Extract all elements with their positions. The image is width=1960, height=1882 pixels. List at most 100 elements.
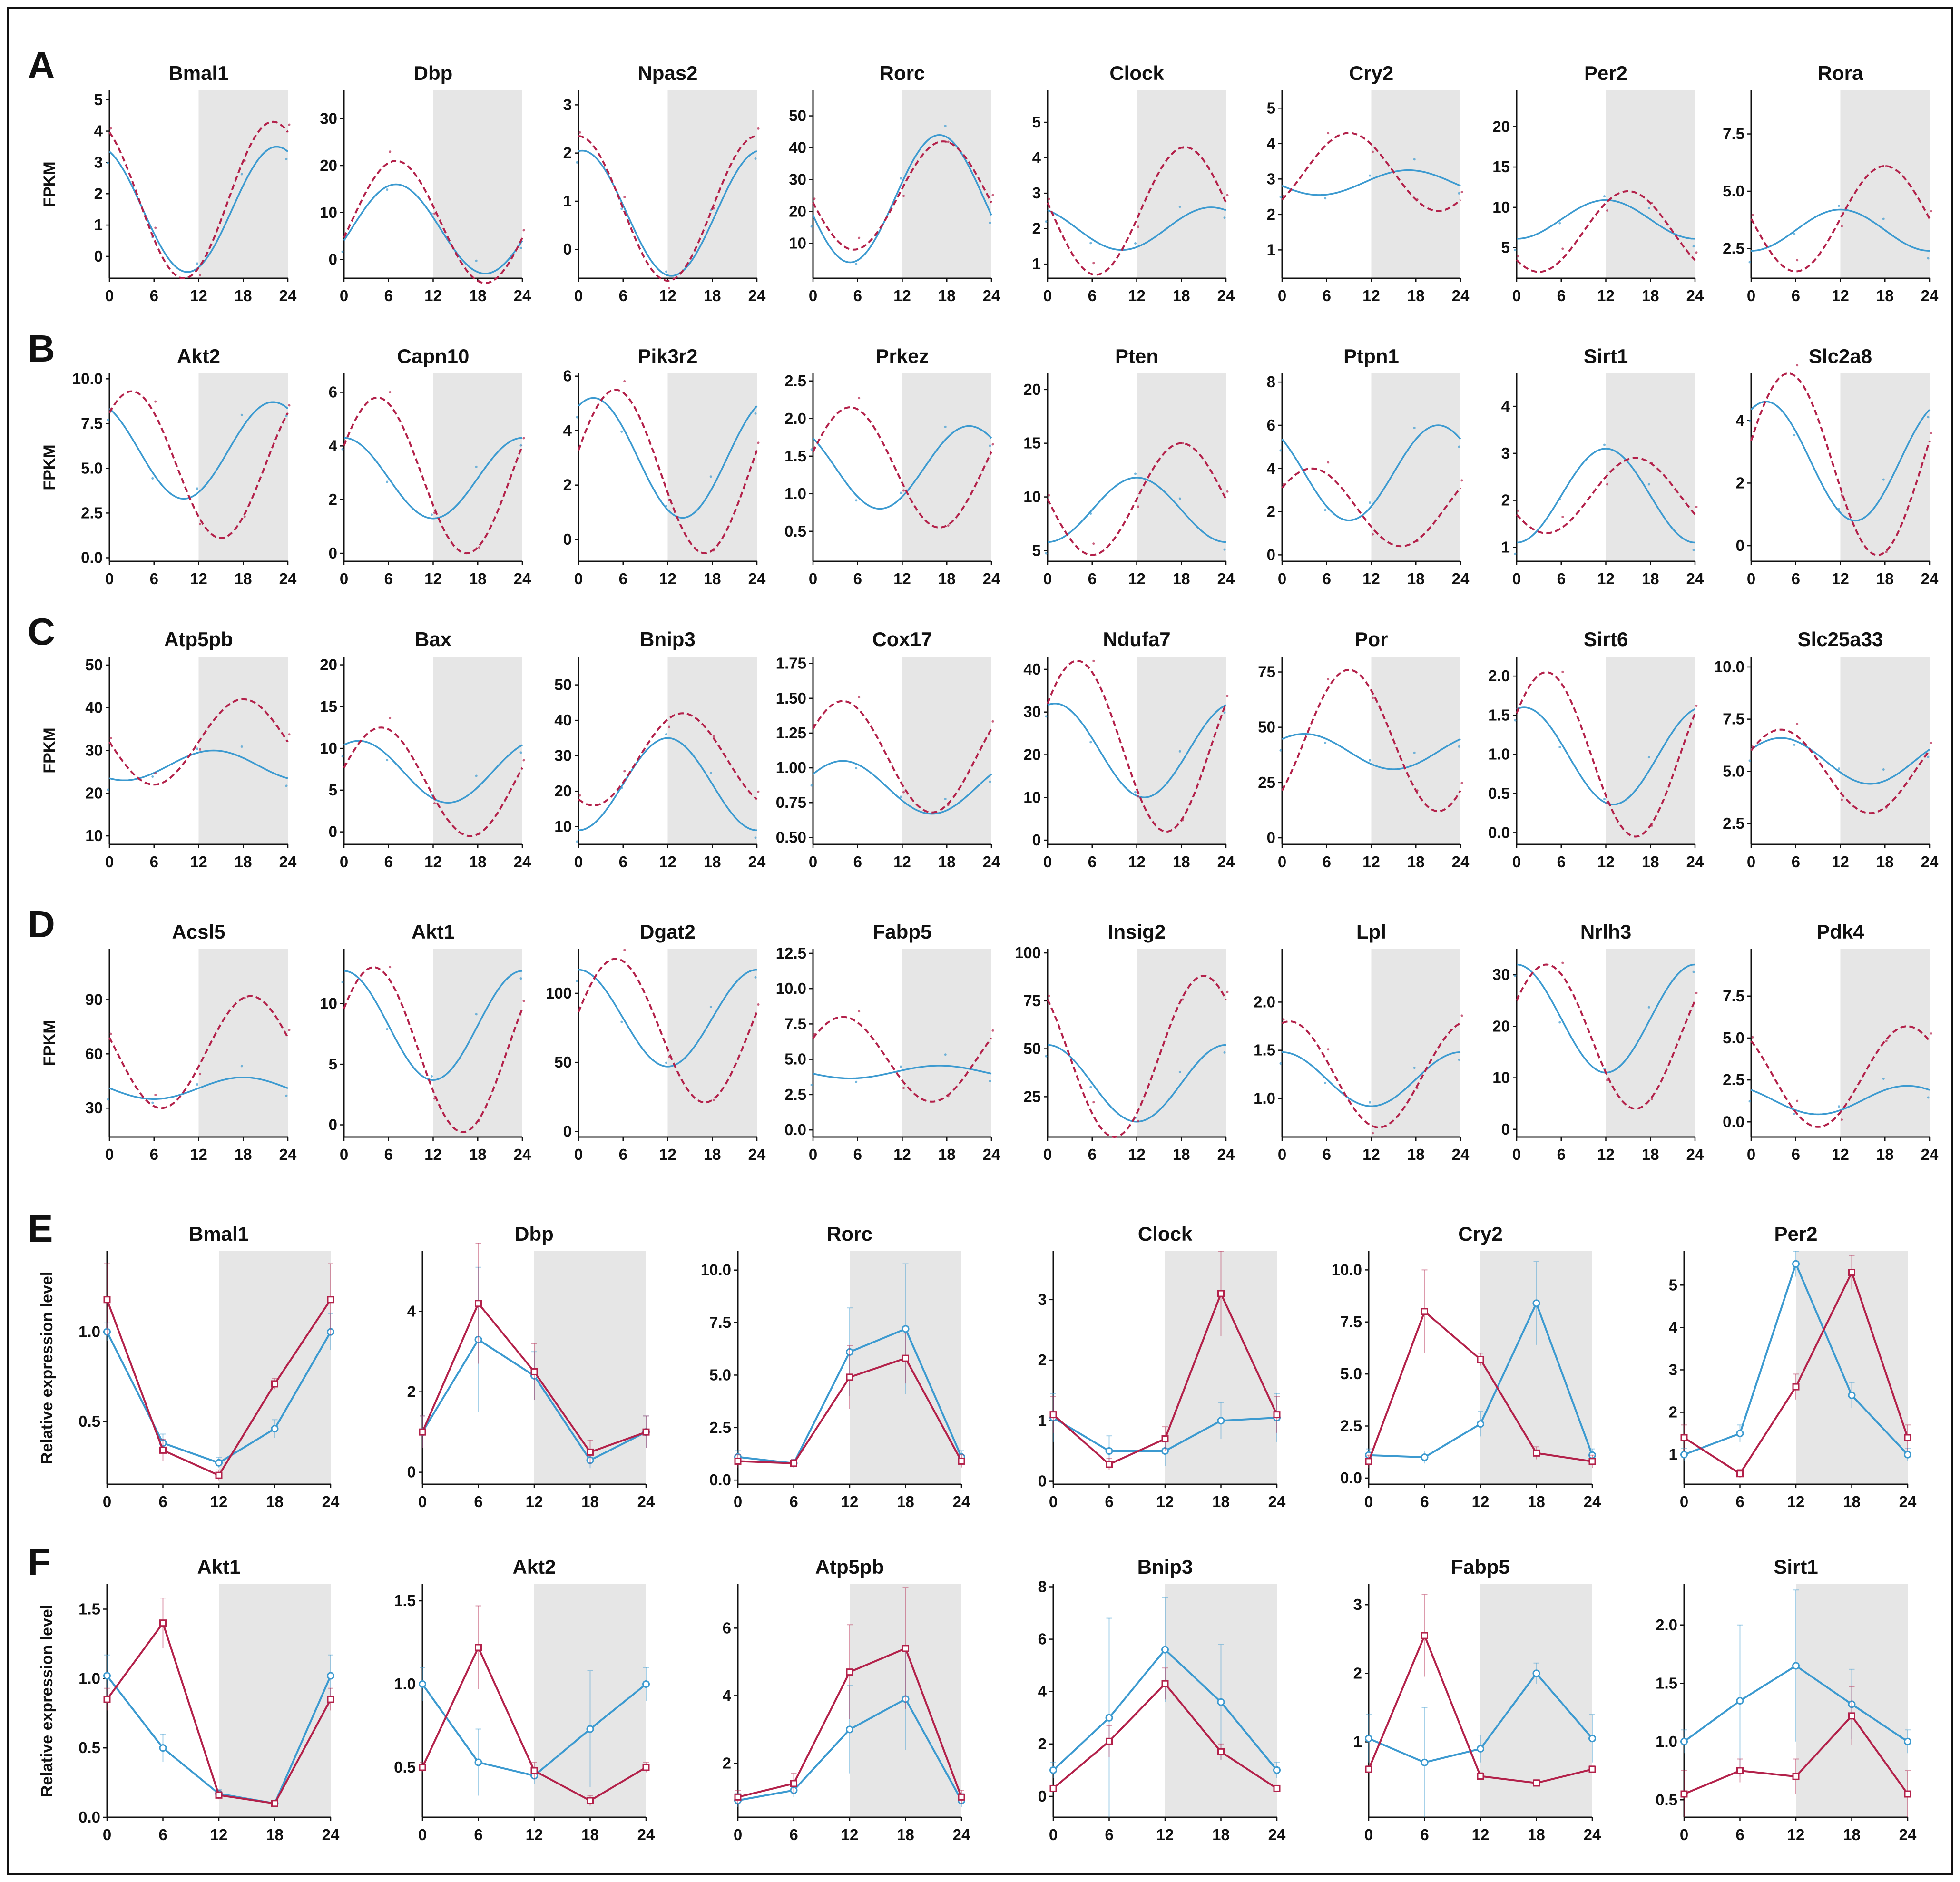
y-tick-label: 0.5 [784,522,806,540]
y-tick-label: 6 [329,383,337,401]
y-tick-label: 30 [320,109,337,127]
replicate-point [1458,1059,1460,1061]
replicate-point [1048,994,1050,997]
y-tick-label: 3 [1353,1596,1362,1613]
replicate-point [1045,220,1048,223]
replicate-point [1885,165,1888,167]
replicate-point [620,207,623,210]
data-point-circle [1680,1737,1688,1745]
replicate-point [1223,548,1226,551]
replicate-point [810,1084,813,1087]
data-point-circle [1217,1417,1225,1425]
replicate-point [989,780,991,783]
data-point-square [1273,1784,1281,1792]
data-point-circle [103,1328,111,1336]
y-tick-label: 0 [563,1122,572,1140]
x-tick-label: 24 [322,1493,340,1510]
x-tick-label: 12 [1597,287,1615,304]
y-tick-label: 0 [563,240,572,258]
data-point-square [271,1380,278,1388]
replicate-point [1416,198,1419,201]
replicate-point [240,173,243,176]
y-tick-label: 3 [1038,1291,1047,1308]
replicate-point [1048,494,1050,497]
replicate-point [285,784,288,787]
y-tick-label: 20 [1023,745,1041,763]
y-tick-label: 0 [1736,537,1744,554]
y-tick-label: 3 [1267,170,1275,187]
y-tick-label: 10.0 [776,980,806,997]
x-tick-label: 0 [1278,1146,1286,1163]
replicate-point [900,795,902,798]
y-axis-label: FPKM [40,161,59,207]
data-point-circle [642,1680,650,1688]
subplot-B-prkez: Prkez 0 6 12 18 24 0.5 1.0 1.5 2.0 2.5 [784,345,1000,588]
x-tick-label: 18 [704,287,721,304]
y-tick-label: 6 [1038,1630,1047,1648]
x-tick-label: 6 [1323,287,1331,304]
x-tick-label: 24 [322,1826,340,1843]
y-tick-label: 0 [1267,829,1275,846]
replicate-point [285,1094,288,1097]
data-point-circle [1736,1430,1744,1438]
subplot-F-akt1: Akt1 0 6 12 18 24 0.0 0.5 1.0 1.5 Relative express… [38,1556,340,1843]
x-tick-label: 18 [1642,1146,1659,1163]
y-tick-label: 0.50 [776,828,806,846]
y-tick-label: 20 [85,784,103,802]
fit-curve-solid [578,397,758,519]
replicate-point [1089,512,1092,515]
data-point-square [1049,1411,1057,1419]
fit-curve-dashed [578,389,758,554]
subplot-title: Slc25a33 [1798,628,1883,650]
y-tick-label: 0 [1038,1787,1047,1805]
replicate-point [1650,824,1653,827]
y-tick-label: 1 [1267,241,1275,258]
y-tick-label: 2.5 [784,1086,806,1103]
x-tick-label: 6 [150,287,158,304]
x-tick-label: 24 [1921,1146,1939,1163]
replicate-point [991,1029,994,1032]
x-tick-label: 18 [469,287,487,304]
fit-curve-solid [1751,208,1930,252]
replicate-point [107,1098,109,1101]
subplot-title: Bnip3 [1137,1556,1193,1578]
replicate-point [1181,146,1184,149]
replicate-point [475,259,478,262]
data-point-square [902,1645,909,1652]
y-tick-label: 10 [320,995,337,1012]
x-tick-label: 24 [983,570,1000,588]
x-tick-label: 0 [1278,570,1286,588]
x-tick-label: 24 [514,570,531,588]
replicate-point [478,280,480,283]
y-tick-label: 4 [1038,1683,1047,1700]
fit-curve-solid [578,149,757,277]
fit-curve-solid [1751,737,1931,785]
replicate-point [1930,210,1932,213]
y-tick-label: 0 [1032,831,1041,849]
x-tick-label: 0 [734,1493,742,1510]
replicate-point [475,774,478,777]
fit-curve-dashed [1750,728,1931,814]
x-tick-label: 18 [1407,570,1425,588]
replicate-point [623,770,626,773]
x-tick-label: 6 [1323,853,1331,871]
y-tick-label: 30 [85,1099,103,1117]
subplot-A-per2: Per2 0 6 12 18 24 5 10 15 20 [1492,62,1704,304]
subplot-title: Dgat2 [640,921,696,943]
replicate-point [433,511,436,514]
x-tick-label: 18 [1212,1493,1230,1510]
replicate-point [947,804,950,806]
replicate-point [1460,479,1463,482]
panel-label-E: E [28,1207,53,1250]
y-tick-label: 1.0 [78,1323,100,1341]
y-tick-label: 25 [1023,1088,1041,1105]
replicate-point [1793,233,1796,235]
x-tick-label: 24 [1268,1493,1286,1510]
x-tick-label: 18 [1642,287,1659,304]
y-tick-label: 7.5 [81,414,103,432]
subplot-D-dgat2: Dgat2 0 6 12 18 24 0 50 100 [546,921,766,1163]
x-tick-label: 18 [1173,1146,1190,1163]
replicate-point [240,413,243,416]
replicate-point [522,437,525,440]
replicate-point [1841,494,1843,497]
